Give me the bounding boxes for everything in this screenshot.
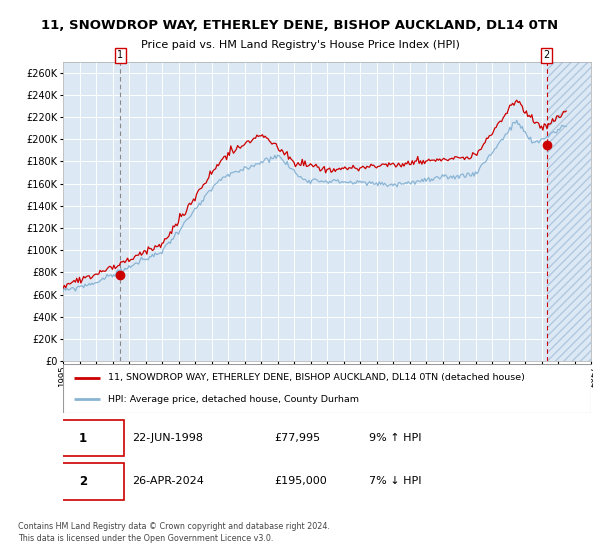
- Text: 11, SNOWDROP WAY, ETHERLEY DENE, BISHOP AUCKLAND, DL14 0TN (detached house): 11, SNOWDROP WAY, ETHERLEY DENE, BISHOP …: [108, 374, 525, 382]
- Text: 1: 1: [79, 432, 87, 445]
- FancyBboxPatch shape: [42, 420, 124, 456]
- FancyBboxPatch shape: [42, 463, 124, 500]
- Text: 2: 2: [544, 50, 550, 60]
- Text: 1: 1: [117, 50, 124, 60]
- Text: £77,995: £77,995: [274, 433, 320, 443]
- Text: Price paid vs. HM Land Registry's House Price Index (HPI): Price paid vs. HM Land Registry's House …: [140, 40, 460, 50]
- Text: HPI: Average price, detached house, County Durham: HPI: Average price, detached house, Coun…: [108, 395, 359, 404]
- Text: Contains HM Land Registry data © Crown copyright and database right 2024.
This d: Contains HM Land Registry data © Crown c…: [18, 522, 330, 543]
- Text: £195,000: £195,000: [274, 477, 327, 487]
- Polygon shape: [547, 62, 591, 361]
- Text: 9% ↑ HPI: 9% ↑ HPI: [369, 433, 422, 443]
- Text: 11, SNOWDROP WAY, ETHERLEY DENE, BISHOP AUCKLAND, DL14 0TN: 11, SNOWDROP WAY, ETHERLEY DENE, BISHOP …: [41, 18, 559, 32]
- Text: 26-APR-2024: 26-APR-2024: [131, 477, 203, 487]
- Text: 7% ↓ HPI: 7% ↓ HPI: [369, 477, 422, 487]
- Text: 2: 2: [79, 475, 87, 488]
- Text: 22-JUN-1998: 22-JUN-1998: [131, 433, 203, 443]
- FancyBboxPatch shape: [63, 364, 591, 413]
